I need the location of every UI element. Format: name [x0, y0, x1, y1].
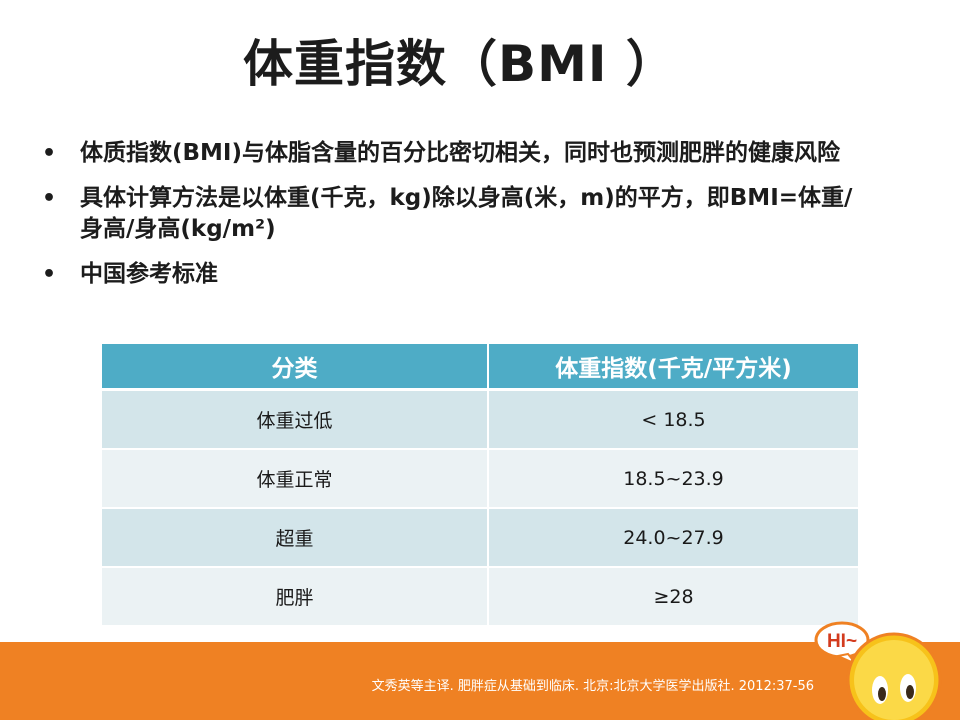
cell-bmi-value: < 18.5	[488, 389, 858, 450]
bullet-item: • 中国参考标准	[40, 259, 860, 290]
cell-category: 肥胖	[102, 567, 489, 627]
bullet-dot: •	[42, 262, 57, 287]
footer-bar: 文秀英等主译. 肥胖症从基础到临床. 北京:北京大学医学出版社. 2012:37…	[0, 642, 960, 720]
bullet-text: 体质指数(BMI)与体脂含量的百分比密切相关，同时也预测肥胖的健康风险	[80, 140, 840, 166]
bmi-standard-table: 分类 体重指数(千克/平方米) 体重过低 < 18.5 体重正常 18.5~23…	[102, 344, 858, 627]
bullet-item: • 具体计算方法是以体重(千克，kg)除以身高(米，m)的平方，即BMI=体重/…	[40, 183, 860, 245]
table-header-row: 分类 体重指数(千克/平方米)	[102, 344, 858, 391]
table-row: 体重过低 < 18.5	[102, 389, 858, 450]
page-title: 体重指数（BMI ）	[243, 35, 677, 93]
cell-bmi-value: 18.5~23.9	[488, 449, 858, 509]
bullet-dot: •	[42, 141, 57, 166]
speech-bubble-text: HI~	[827, 631, 857, 652]
table-row: 超重 24.0~27.9	[102, 508, 858, 568]
cell-bmi-value: ≥28	[488, 567, 858, 627]
reference-citation: 文秀英等主译. 肥胖症从基础到临床. 北京:北京大学医学出版社. 2012:37…	[371, 679, 814, 694]
bullet-dot: •	[42, 186, 57, 211]
header-category: 分类	[102, 344, 489, 391]
cell-category: 体重正常	[102, 449, 489, 509]
cell-category: 体重过低	[102, 389, 489, 450]
bullet-list: • 体质指数(BMI)与体脂含量的百分比密切相关，同时也预测肥胖的健康风险 • …	[40, 138, 860, 304]
smiley-mascot-icon: HI~	[814, 621, 942, 720]
table-row: 体重正常 18.5~23.9	[102, 449, 858, 509]
bullet-text: 中国参考标准	[80, 261, 218, 287]
cell-category: 超重	[102, 508, 489, 568]
bullet-text: 具体计算方法是以体重(千克，kg)除以身高(米，m)的平方，即BMI=体重/身高…	[80, 185, 853, 242]
table-row: 肥胖 ≥28	[102, 567, 858, 627]
header-bmi-value: 体重指数(千克/平方米)	[488, 344, 858, 391]
bullet-item: • 体质指数(BMI)与体脂含量的百分比密切相关，同时也预测肥胖的健康风险	[40, 138, 860, 169]
cell-bmi-value: 24.0~27.9	[488, 508, 858, 568]
